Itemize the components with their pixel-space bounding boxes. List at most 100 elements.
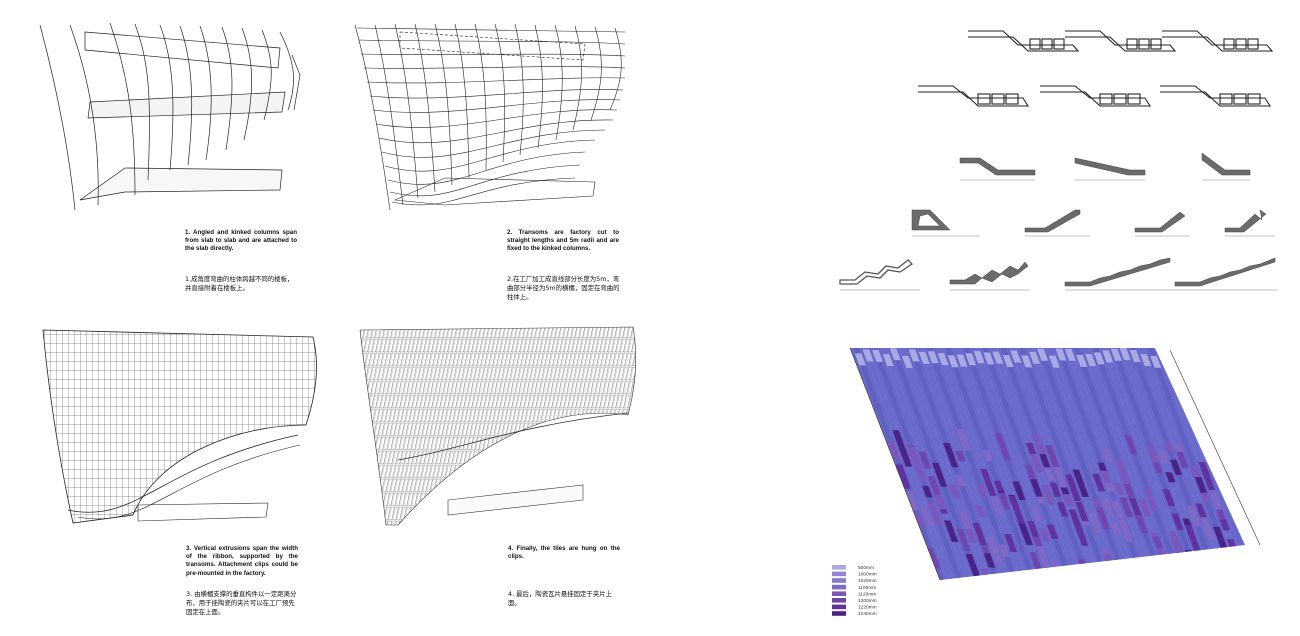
tile-block	[901, 355, 913, 368]
tile-length-legend: 500mm1000mm1020mm1100mm1120mm1200mm1220m…	[832, 565, 877, 617]
tile-column	[932, 348, 1030, 580]
tile-block	[1165, 472, 1176, 483]
legend-swatch	[832, 565, 846, 570]
tile-block	[1102, 350, 1114, 363]
legend-swatch	[832, 611, 846, 616]
tile-block	[1076, 354, 1088, 367]
tile-block	[1129, 350, 1141, 363]
tile-block	[1132, 559, 1149, 580]
tile-block	[918, 351, 930, 364]
legend-label: 1100mm	[858, 585, 876, 591]
tile-block	[1169, 459, 1183, 475]
tile-block	[1031, 434, 1046, 455]
legend-label: 1200mm	[858, 598, 877, 604]
tile-profile-6	[1134, 211, 1186, 233]
legend-label: 1240mm	[858, 611, 877, 617]
legend-swatch	[832, 591, 846, 596]
tile-block	[1071, 518, 1089, 546]
tile-profile-2	[1074, 157, 1146, 176]
tile-column	[886, 348, 984, 580]
tile-block	[1199, 563, 1211, 579]
tile-block	[1002, 355, 1014, 368]
tile-profile-1	[959, 157, 1036, 176]
profile-a3	[1162, 30, 1274, 52]
tile-block	[1042, 463, 1056, 481]
tile-block	[1072, 469, 1089, 497]
tile-profile-5	[1024, 209, 1081, 233]
tile-block	[1046, 524, 1059, 539]
tile-block	[975, 505, 986, 517]
tile-block	[1124, 435, 1138, 455]
tile-block	[990, 497, 1004, 515]
legend-label: 1020mm	[858, 578, 877, 584]
tile-block	[943, 520, 959, 543]
tile-block	[905, 490, 919, 510]
step-2-caption-cn: 2.在工厂加工成直线部分长度为5m，弯曲部分半径为5m的横楣，固定在弯曲的柱体上…	[507, 275, 620, 301]
legend-label: 500mm	[858, 565, 874, 571]
tile-block	[992, 351, 1004, 364]
tile-block	[1101, 497, 1115, 516]
step-1-caption-en: 1. Angled and kinked columns span from s…	[185, 229, 297, 253]
tile-block	[1029, 453, 1044, 473]
tile-block	[1055, 348, 1067, 361]
tile-block	[895, 464, 912, 489]
profile-sections	[918, 30, 1274, 107]
tile-block	[1168, 531, 1185, 558]
tile-profile-7	[1224, 209, 1267, 233]
legend-label: 1220mm	[858, 605, 877, 611]
legend-swatch	[832, 604, 846, 610]
profile-b3	[1160, 85, 1271, 107]
profile-b2	[1040, 85, 1151, 107]
tile-profile-3	[1201, 152, 1251, 176]
tile-block	[862, 349, 874, 362]
tile-block	[1089, 565, 1102, 580]
step-1-caption-cn: 1.成角度弯曲的柱体跨越不同的楼板，并直接附着在楼板上。	[185, 275, 294, 292]
tile-block	[882, 353, 894, 366]
tile-block	[965, 353, 977, 366]
tile-block	[1056, 502, 1069, 517]
tile-block	[1030, 505, 1043, 522]
tile-block	[1152, 536, 1164, 549]
tile-block	[954, 475, 966, 486]
tile-block	[1075, 501, 1089, 522]
tile-block	[1017, 520, 1033, 545]
tile-block	[1184, 525, 1201, 551]
tile-block	[1008, 495, 1026, 524]
legend-swatch	[832, 598, 846, 603]
tile-block	[1064, 348, 1076, 361]
tile-block	[956, 354, 968, 367]
tile-column	[1061, 348, 1159, 580]
tile-block	[1004, 534, 1018, 553]
tile-profile-4	[911, 209, 951, 231]
step-3-caption-cn: 3. 由横楣支撑的垂直构件以一定距离分布，用于挂陶瓷的夹片可以在工厂预先固定在上…	[186, 590, 297, 616]
tile-block	[955, 450, 966, 462]
tile-block	[1199, 465, 1216, 491]
diagram-tiles	[359, 326, 637, 526]
tile-block	[956, 429, 971, 451]
tile-block	[965, 554, 982, 580]
tile-block	[934, 494, 947, 510]
tile-block	[1143, 487, 1159, 511]
tile-block	[982, 450, 994, 462]
legend-swatch	[832, 571, 846, 577]
tile-block	[1038, 528, 1051, 542]
tile-block	[1157, 450, 1169, 463]
step-4-caption-en: 4. Finally, the tiles are hung on the cl…	[508, 545, 620, 561]
tile-block	[949, 484, 961, 499]
tile-block	[1171, 513, 1184, 530]
tile-block	[926, 548, 941, 569]
tile-block	[1113, 482, 1125, 495]
tile-block	[983, 352, 995, 365]
tile-block	[1053, 466, 1068, 488]
tile-block	[1100, 471, 1112, 484]
tile-block	[1186, 505, 1201, 527]
tile-block	[1026, 521, 1040, 539]
diagram-extrusions	[42, 329, 317, 524]
tile-block	[872, 349, 883, 362]
tile-block	[1088, 513, 1103, 534]
tile-block	[1029, 351, 1041, 364]
tile-profiles	[839, 152, 1278, 291]
tile-block	[887, 441, 901, 461]
tile-block	[1041, 485, 1055, 505]
tile-profile-9	[949, 261, 1029, 285]
